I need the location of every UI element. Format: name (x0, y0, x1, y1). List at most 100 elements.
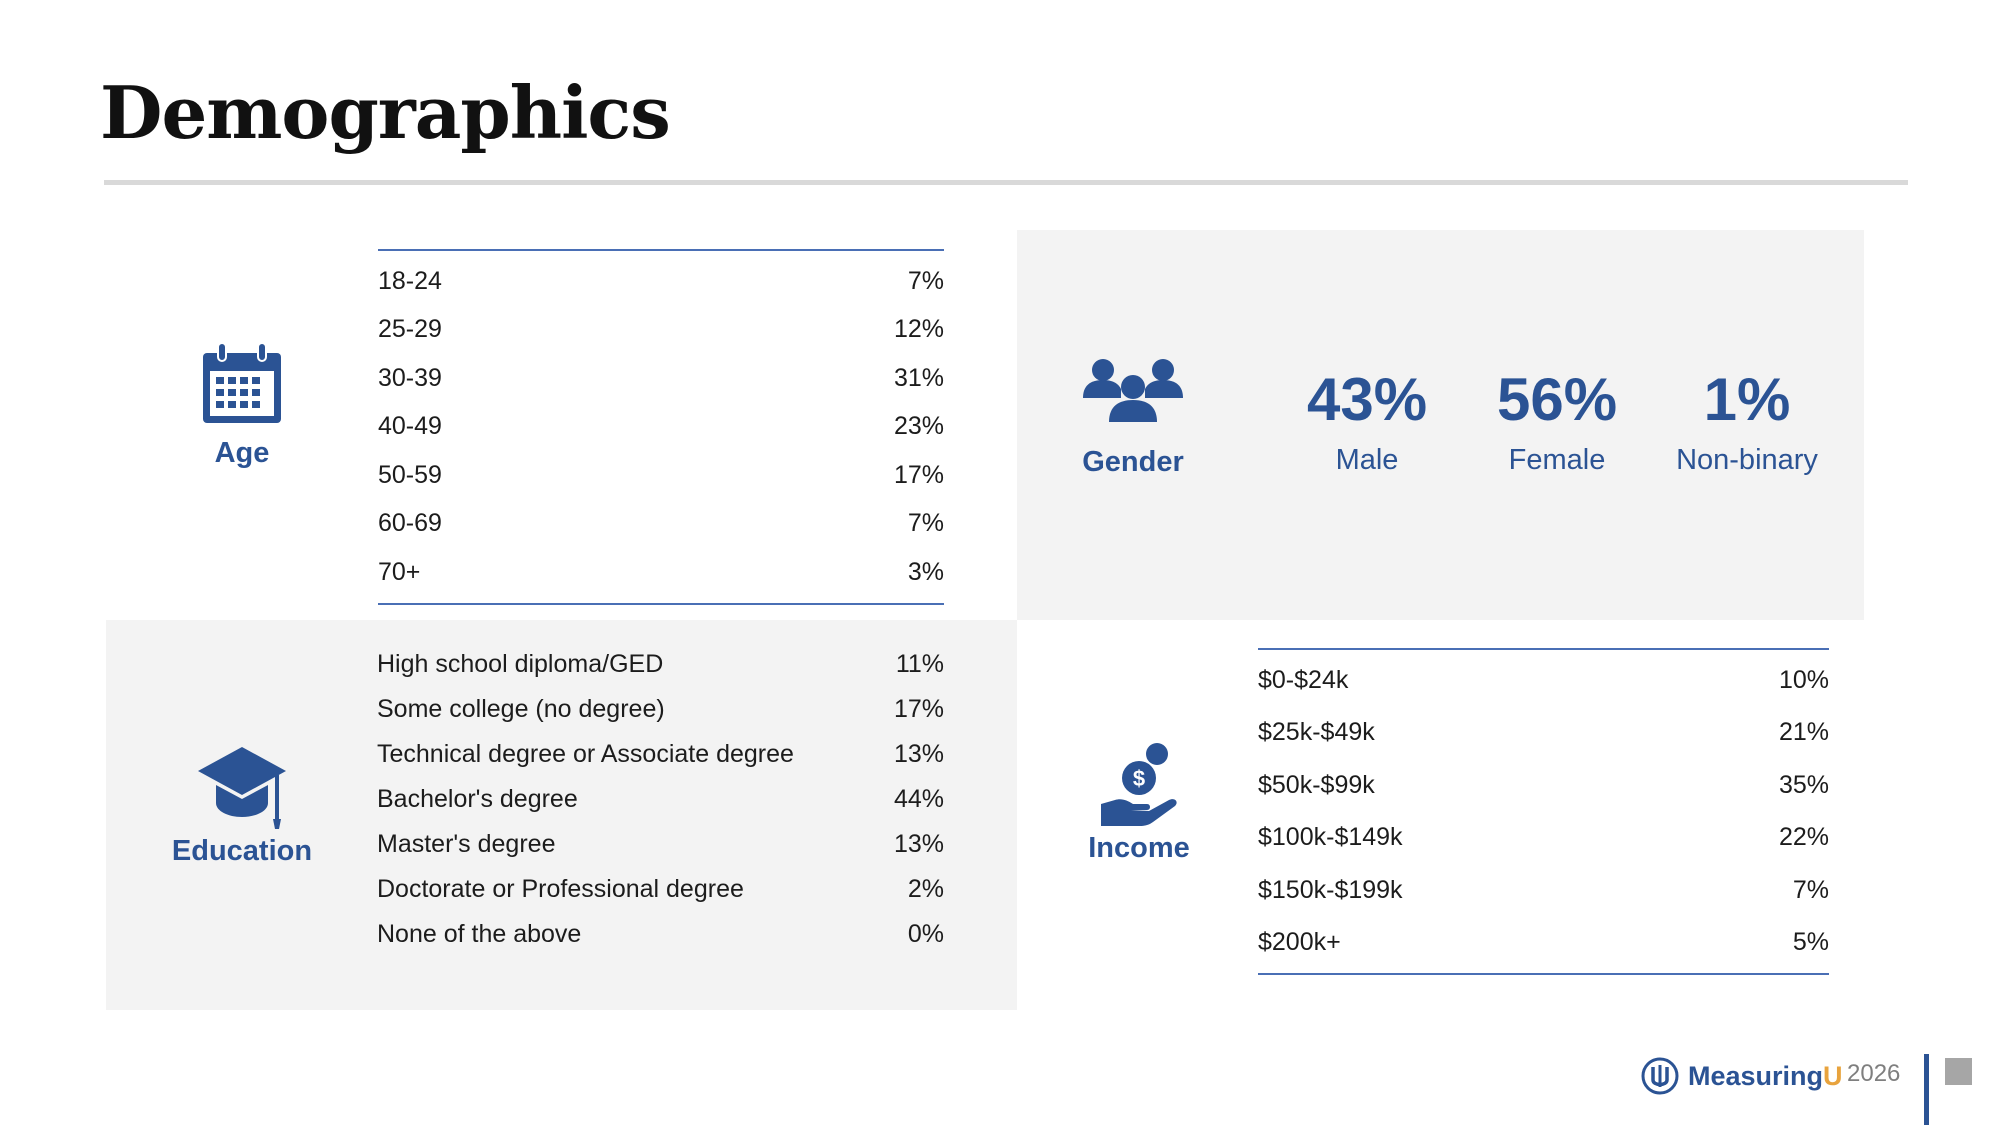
gender-icon-block: Gender (1033, 358, 1233, 479)
graduation-cap-icon (198, 747, 286, 829)
education-label: Education (171, 835, 313, 867)
age-icon-block: Age (142, 343, 342, 470)
stat-label: Non-binary (1676, 444, 1818, 476)
table-row: 18-24 7% (378, 257, 944, 306)
age-label: Age (214, 437, 270, 469)
stat-value: 56% (1496, 366, 1618, 433)
gender-label: Gender (1082, 446, 1184, 478)
logo-mark-icon (1641, 1057, 1679, 1095)
gender-stat-nonbinary: 1% Non-binary (1652, 370, 1842, 477)
education-icon-block: Education (142, 745, 342, 868)
income-range: $200k+ (1258, 928, 1341, 957)
education-table: High school diploma/GED 11% Some college … (377, 642, 944, 957)
income-pct: 10% (1778, 665, 1829, 694)
income-pct: 21% (1778, 718, 1829, 747)
table-row: $200k+ 5% (1258, 917, 1829, 970)
footer-accent-bar (1924, 1054, 1929, 1125)
table-row: 50-59 17% (378, 451, 944, 500)
table-row: 60-69 7% (378, 500, 944, 549)
stat-label: Female (1508, 444, 1606, 476)
svg-text:$: $ (1133, 766, 1145, 791)
slide-nav-square[interactable] (1945, 1058, 1972, 1085)
income-range: $100k-$149k (1258, 823, 1403, 852)
education-pct: 0% (907, 920, 944, 948)
table-row: 25-29 12% (378, 306, 944, 355)
income-pct: 7% (1792, 875, 1829, 904)
brand-name-accent: U (1823, 1060, 1843, 1091)
age-section: Age 18-24 7% 25-29 12% 30-39 31% 40-49 23% 5… (106, 230, 1017, 620)
table-row: Bachelor's degree 44% (377, 777, 944, 822)
income-pct: 5% (1792, 928, 1829, 957)
table-row: None of the above 0% (377, 912, 944, 957)
title-divider (104, 180, 1908, 185)
age-range: 70+ (378, 557, 421, 586)
age-pct: 7% (907, 266, 944, 295)
education-pct: 13% (893, 740, 944, 768)
income-label: Income (1088, 832, 1190, 864)
age-range: 50-59 (378, 460, 442, 489)
table-row: 40-49 23% (378, 403, 944, 452)
education-level: Master's degree (377, 830, 556, 858)
stat-value: 43% (1306, 366, 1428, 433)
table-row: 30-39 31% (378, 354, 944, 403)
table-row: $100k-$149k 22% (1258, 812, 1829, 865)
group-icon (1083, 359, 1183, 422)
education-pct: 11% (895, 650, 944, 678)
income-range: $0-$24k (1258, 665, 1349, 694)
table-row: $25k-$49k 21% (1258, 707, 1829, 760)
table-row: $50k-$99k 35% (1258, 759, 1829, 812)
stat-value: 1% (1703, 366, 1791, 433)
page-title: Demographics (100, 70, 671, 155)
age-pct: 17% (893, 460, 944, 489)
table-row: Some college (no degree) 17% (377, 687, 944, 732)
brand-name: MeasuringU (1688, 1061, 1843, 1092)
education-level: None of the above (377, 920, 582, 948)
brand-logo: MeasuringU (1640, 1056, 1843, 1096)
age-range: 18-24 (378, 266, 442, 295)
age-pct: 7% (907, 509, 944, 538)
money-hand-icon: $ (1101, 743, 1177, 826)
stat-label: Male (1335, 444, 1399, 476)
education-pct: 44% (893, 785, 944, 813)
income-range: $25k-$49k (1258, 718, 1375, 747)
income-section: $ Income $0-$24k 10% $25k-$49k 21% $50k-$9… (1017, 620, 1864, 1010)
table-row: Technical degree or Associate degree 13% (377, 732, 944, 777)
age-pct: 3% (907, 557, 944, 586)
education-pct: 17% (893, 695, 944, 723)
calendar-icon (203, 343, 281, 423)
age-pct: 12% (893, 315, 944, 344)
age-pct: 23% (893, 412, 944, 441)
gender-stat-female: 56% Female (1462, 370, 1652, 477)
table-row: Doctorate or Professional degree 2% (377, 867, 944, 912)
income-table: $0-$24k 10% $25k-$49k 21% $50k-$99k 35% $10… (1258, 648, 1829, 975)
table-row: Master's degree 13% (377, 822, 944, 867)
table-row: $150k-$199k 7% (1258, 864, 1829, 917)
age-range: 30-39 (378, 363, 442, 392)
gender-stats: 43% Male 56% Female 1% Non-binary (1272, 370, 1862, 477)
education-level: Some college (no degree) (377, 695, 665, 723)
education-section: Education High school diploma/GED 11% Som… (106, 620, 1017, 1010)
age-pct: 31% (893, 363, 944, 392)
gender-section: Gender 43% Male 56% Female 1% Non-binary (1017, 230, 1864, 620)
gender-stat-male: 43% Male (1272, 370, 1462, 477)
education-level: High school diploma/GED (377, 650, 664, 678)
income-pct: 22% (1778, 823, 1829, 852)
income-icon-block: $ Income (1039, 742, 1239, 865)
table-row: $0-$24k 10% (1258, 654, 1829, 707)
age-table: 18-24 7% 25-29 12% 30-39 31% 40-49 23% 50-59… (378, 249, 944, 605)
education-pct: 2% (907, 875, 944, 903)
age-range: 25-29 (378, 315, 442, 344)
footer-year: 2026 (1847, 1060, 1901, 1087)
income-range: $150k-$199k (1258, 875, 1403, 904)
education-pct: 13% (893, 830, 944, 858)
income-range: $50k-$99k (1258, 770, 1375, 799)
brand-name-main: Measuring (1688, 1060, 1824, 1091)
education-level: Doctorate or Professional degree (377, 875, 744, 903)
table-row: High school diploma/GED 11% (377, 642, 944, 687)
age-range: 40-49 (378, 412, 442, 441)
table-row: 70+ 3% (378, 548, 944, 597)
income-pct: 35% (1778, 770, 1829, 799)
education-level: Bachelor's degree (377, 785, 578, 813)
age-range: 60-69 (378, 509, 442, 538)
education-level: Technical degree or Associate degree (377, 740, 794, 768)
